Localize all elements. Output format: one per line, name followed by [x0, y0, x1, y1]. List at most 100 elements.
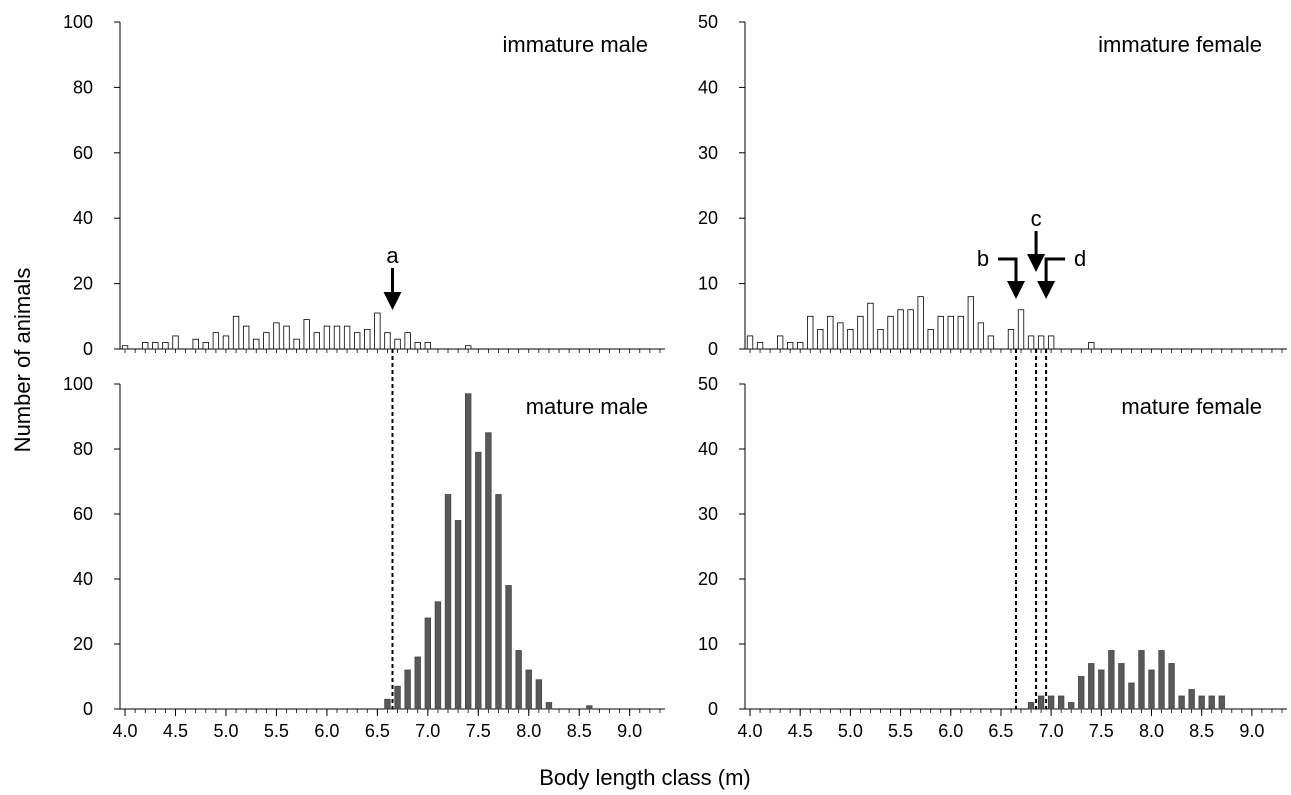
x-tick-label: 7.0: [1039, 721, 1064, 741]
y-tick-label: 50: [698, 12, 718, 32]
bar: [756, 342, 764, 350]
bar: [807, 315, 814, 350]
bar: [303, 319, 310, 350]
x-tick-label: 6.0: [938, 721, 963, 741]
bar: [384, 698, 391, 710]
bar: [212, 332, 220, 350]
x-tick-label: 5.0: [838, 721, 863, 741]
bar: [586, 705, 593, 710]
x-tick-label: 9.0: [1239, 721, 1264, 741]
bar: [1088, 342, 1095, 350]
bar: [867, 302, 874, 350]
bar: [253, 338, 260, 350]
bar: [1017, 309, 1025, 350]
x-tick-label: 5.5: [264, 721, 289, 741]
annotation-arrow-b: [998, 257, 1018, 284]
bar: [1058, 695, 1065, 710]
annotation-label-b: b: [977, 246, 989, 271]
bar: [434, 601, 442, 710]
bar: [887, 315, 894, 350]
y-tick-label: 0: [83, 339, 93, 359]
bar: [787, 342, 794, 350]
bar: [1218, 695, 1225, 710]
bar: [947, 315, 954, 350]
x-tick-label: 4.0: [738, 721, 763, 741]
bar: [313, 332, 320, 350]
x-tick-label: 8.0: [516, 721, 541, 741]
bar: [152, 342, 159, 350]
bar: [424, 617, 431, 710]
bar: [1178, 695, 1185, 710]
bar: [495, 494, 502, 710]
y-tick-label: 40: [73, 569, 93, 589]
x-tick-label: 9.0: [617, 721, 642, 741]
bar: [1118, 663, 1125, 710]
panel-mature-male: mature male 0 20 40 60 80 100 4.0 4.5 5.0 5.5 6.0 6.…: [63, 374, 665, 741]
bar: [1128, 682, 1135, 710]
bar: [444, 494, 452, 710]
annotation-arrowhead-c: [1027, 254, 1046, 272]
bar: [987, 335, 995, 350]
bar: [273, 322, 280, 350]
bar: [394, 338, 401, 350]
bar: [414, 656, 421, 710]
annotation-arrowhead-b: [1007, 281, 1025, 299]
x-tick-label: 5.0: [213, 721, 238, 741]
bar: [475, 451, 482, 710]
bar: [1047, 335, 1055, 350]
y-tick-label: 50: [698, 374, 718, 394]
bar: [1158, 650, 1165, 710]
y-tick-label: 10: [698, 634, 718, 654]
bar: [1138, 650, 1145, 710]
bar: [535, 679, 543, 710]
bar: [1027, 702, 1035, 710]
x-tick-label: 4.5: [788, 721, 813, 741]
bar: [394, 685, 401, 710]
bar: [263, 332, 270, 350]
y-tick-label: 10: [698, 274, 718, 294]
bar: [797, 342, 804, 350]
bar: [1188, 689, 1195, 710]
bar: [917, 296, 924, 350]
bar: [847, 328, 854, 350]
bar: [293, 338, 300, 350]
annotation-label-c: c: [1031, 206, 1042, 231]
bar: [424, 342, 431, 350]
bar: [1027, 335, 1035, 350]
bar: [897, 309, 904, 350]
panel-title-immature-male: immature male: [503, 32, 648, 57]
panel-immature-male: immature male 0 20 40 60 80 100: [63, 12, 665, 359]
bar: [957, 315, 964, 350]
panel-title-mature-male: mature male: [526, 394, 648, 419]
bar: [1078, 676, 1085, 710]
bar: [1198, 695, 1205, 710]
y-tick-label: 30: [698, 143, 718, 163]
bar: [404, 669, 411, 710]
bar: [454, 520, 462, 710]
bar: [465, 345, 472, 350]
x-tick-label: 4.5: [163, 721, 188, 741]
bar: [837, 322, 844, 350]
bar: [192, 338, 199, 350]
bar: [525, 669, 532, 710]
bar: [364, 328, 371, 350]
x-tick-label: 6.5: [365, 721, 390, 741]
bar: [877, 328, 884, 350]
bar: [1007, 328, 1015, 350]
bar: [927, 328, 934, 350]
y-tick-label: 80: [73, 439, 93, 459]
bar: [817, 328, 824, 350]
y-tick-label: 40: [698, 439, 718, 459]
y-axis-label: Number of animals: [10, 268, 35, 453]
panel-title-immature-female: immature female: [1098, 32, 1262, 57]
bar: [202, 342, 209, 350]
y-tick-label: 80: [73, 77, 93, 97]
y-tick-label: 0: [708, 339, 718, 359]
y-tick-label: 40: [698, 77, 718, 97]
bar: [1108, 650, 1115, 710]
bar: [1037, 335, 1045, 350]
y-tick-label: 0: [708, 699, 718, 719]
y-tick-label: 20: [73, 634, 93, 654]
x-tick-label: 4.0: [113, 721, 138, 741]
bar: [323, 325, 331, 350]
